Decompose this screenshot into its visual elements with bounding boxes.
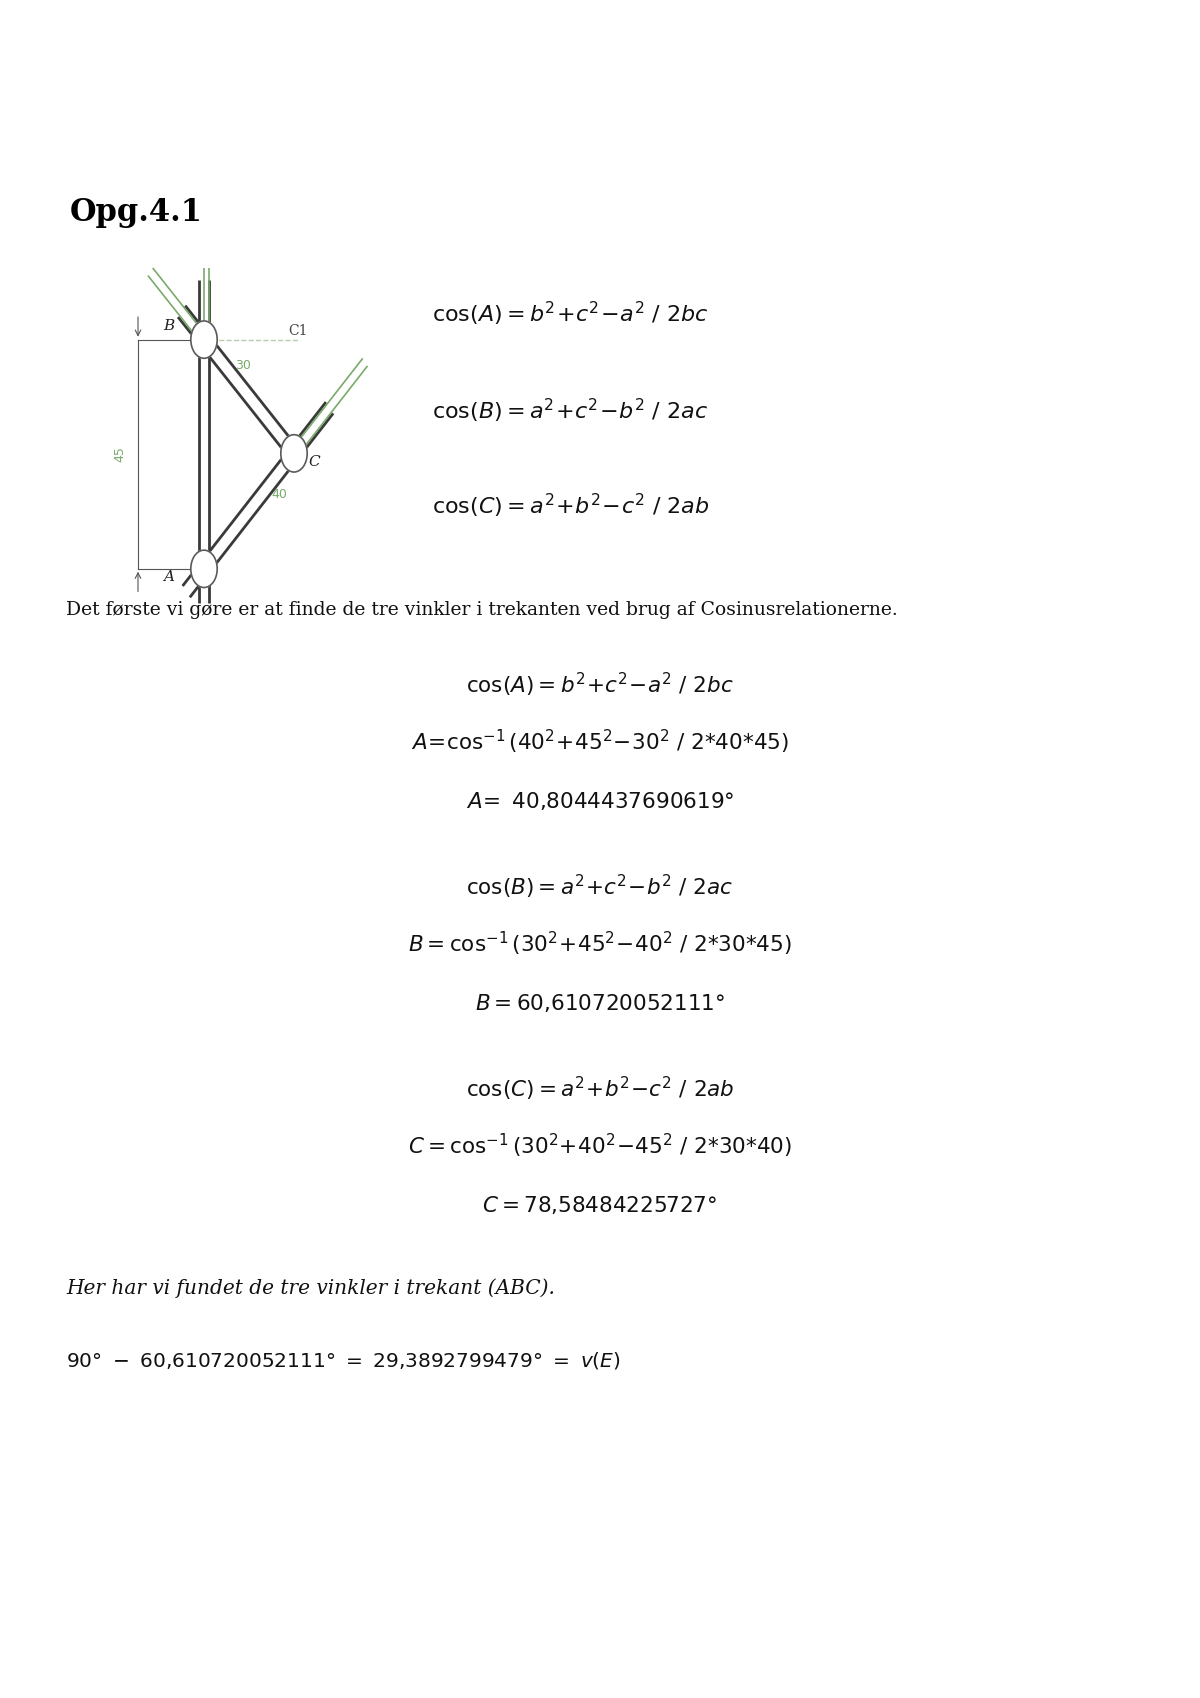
Text: $C = 78{,}58484225727°$: $C = 78{,}58484225727°$ — [482, 1195, 718, 1217]
Text: $B = \cos^{-1}(30^2\!+\!45^2\!-\!40^2\ /\ 2{*}30{*}45)$: $B = \cos^{-1}(30^2\!+\!45^2\!-\!40^2\ /… — [408, 931, 792, 958]
Text: $A\!=\ 40{,}8044437690619°$: $A\!=\ 40{,}8044437690619°$ — [466, 791, 734, 813]
Text: $B = 60{,}610720052111°$: $B = 60{,}610720052111°$ — [475, 993, 725, 1015]
Text: $C = \cos^{-1}(30^2\!+\!40^2\!-\!45^2\ /\ 2{*}30{*}40)$: $C = \cos^{-1}(30^2\!+\!40^2\!-\!45^2\ /… — [408, 1133, 792, 1160]
Text: C: C — [308, 455, 320, 469]
Text: $\cos(A) = b^2\!+\!c^2\!-\!a^2\ /\ 2bc$: $\cos(A) = b^2\!+\!c^2\!-\!a^2\ /\ 2bc$ — [466, 671, 734, 698]
Circle shape — [191, 550, 217, 588]
Text: B: B — [163, 319, 174, 333]
Text: Opg.4.1: Opg.4.1 — [70, 197, 203, 228]
Text: Det første vi gøre er at finde de tre vinkler i trekanten ved brug af Cosinusrel: Det første vi gøre er at finde de tre vi… — [66, 601, 898, 618]
Text: Her har vi fundet de tre vinkler i trekant (ABC).: Her har vi fundet de tre vinkler i treka… — [66, 1279, 554, 1297]
Text: A: A — [163, 571, 174, 584]
Text: 30: 30 — [235, 360, 251, 372]
Text: $\cos(C) = a^2\!+\!b^2\!-\!c^2\ /\ 2ab$: $\cos(C) = a^2\!+\!b^2\!-\!c^2\ /\ 2ab$ — [432, 492, 709, 520]
Text: $\cos(A) = b^2\!+\!c^2\!-\!a^2\ /\ 2bc$: $\cos(A) = b^2\!+\!c^2\!-\!a^2\ /\ 2bc$ — [432, 301, 709, 328]
Text: $A\!=\!\cos^{-1}(40^2\!+\!45^2\!-\!30^2\ /\ 2{*}40{*}45)$: $A\!=\!\cos^{-1}(40^2\!+\!45^2\!-\!30^2\… — [412, 728, 788, 756]
Text: 40: 40 — [271, 487, 287, 501]
Circle shape — [191, 321, 217, 358]
Text: 45: 45 — [113, 447, 126, 462]
Text: $\cos(B) = a^2\!+\!c^2\!-\!b^2\ /\ 2ac$: $\cos(B) = a^2\!+\!c^2\!-\!b^2\ /\ 2ac$ — [467, 873, 733, 900]
Text: $\cos(C) = a^2\!+\!b^2\!-\!c^2\ /\ 2ab$: $\cos(C) = a^2\!+\!b^2\!-\!c^2\ /\ 2ab$ — [466, 1075, 734, 1102]
Text: $90°\ -\ 60{,}610720052111°\ =\ 29{,}3892799479°\ =\ v(E)$: $90°\ -\ 60{,}610720052111°\ =\ 29{,}389… — [66, 1350, 620, 1372]
Text: $\cos(B) = a^2\!+\!c^2\!-\!b^2\ /\ 2ac$: $\cos(B) = a^2\!+\!c^2\!-\!b^2\ /\ 2ac$ — [432, 397, 708, 424]
Circle shape — [281, 435, 307, 472]
Text: C1: C1 — [288, 324, 307, 338]
